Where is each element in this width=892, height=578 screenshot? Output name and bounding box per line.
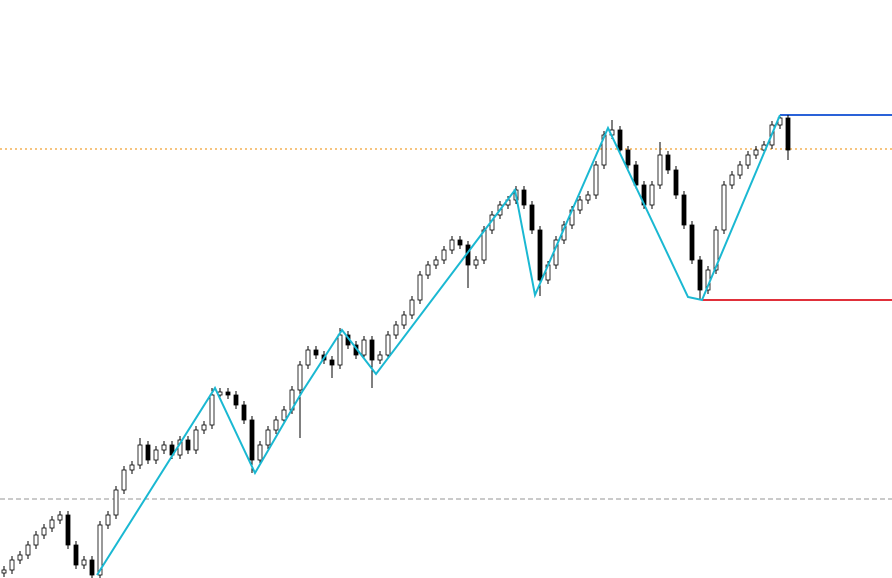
candle-body [449, 239, 455, 251]
candle-body [745, 154, 751, 166]
candle-body [113, 489, 119, 516]
candle-body [697, 259, 703, 291]
candle-body [33, 534, 39, 546]
candle-body [201, 424, 207, 431]
candle-body [529, 204, 535, 231]
candle-body [401, 314, 407, 326]
candle-body [257, 444, 263, 461]
candle-body [41, 527, 47, 536]
candle-body [721, 184, 727, 231]
candle-body [681, 194, 687, 226]
candle-body [337, 334, 343, 366]
candle-body [73, 544, 79, 566]
candle-body [585, 194, 591, 201]
candle-body [9, 559, 15, 571]
candle-body [25, 544, 31, 556]
candle-body [713, 229, 719, 271]
candle-body [185, 439, 191, 451]
candle-body [689, 224, 695, 261]
candle-body [273, 419, 279, 431]
candle-body [81, 559, 87, 566]
candle-body [153, 449, 159, 461]
candle-body [361, 339, 367, 356]
candle-body [297, 364, 303, 391]
candle-body [673, 169, 679, 196]
zigzag-line [96, 114, 781, 576]
candle-body [97, 524, 103, 576]
candle-body [625, 149, 631, 166]
candle-body [537, 229, 543, 281]
candle-body [665, 154, 671, 171]
candle-body [409, 299, 415, 316]
candle-body [649, 184, 655, 206]
candle-body [729, 174, 735, 186]
candle-body [233, 394, 239, 406]
candle-body [89, 559, 95, 576]
candle-body [17, 554, 23, 561]
candle-body [785, 117, 791, 151]
candle-body [129, 464, 135, 471]
candle-body [305, 349, 311, 366]
candle-body [1, 569, 7, 574]
candle-body [145, 444, 151, 461]
candle-body [225, 391, 231, 396]
candle-body [249, 419, 255, 461]
candle-body [369, 339, 375, 361]
candle-body [425, 264, 431, 276]
candle-body [241, 404, 247, 421]
candle-body [209, 394, 215, 426]
candle-body [137, 444, 143, 466]
candle-body [433, 259, 439, 266]
candle-body [657, 154, 663, 186]
candle-body [57, 514, 63, 521]
candle-body [49, 519, 55, 529]
candle-body [473, 259, 479, 266]
candle-body [313, 349, 319, 356]
candle-body [105, 514, 111, 526]
candle-body [65, 514, 71, 546]
candle-body [441, 249, 447, 261]
candle-body [457, 239, 463, 246]
candle-body [737, 164, 743, 176]
candle-body [265, 429, 271, 446]
candle-body [329, 359, 335, 366]
candle-body [281, 409, 287, 421]
candle-body [521, 189, 527, 206]
candle-body [577, 199, 583, 211]
candle-body [193, 429, 199, 451]
candle-body [593, 164, 599, 196]
candle-body [393, 324, 399, 336]
candle-body [617, 129, 623, 151]
candle-body [753, 149, 759, 156]
candle-body [377, 354, 383, 361]
candle-body [417, 274, 423, 301]
candle-body [385, 334, 391, 356]
candle-body [161, 444, 167, 451]
candle-body [121, 469, 127, 491]
